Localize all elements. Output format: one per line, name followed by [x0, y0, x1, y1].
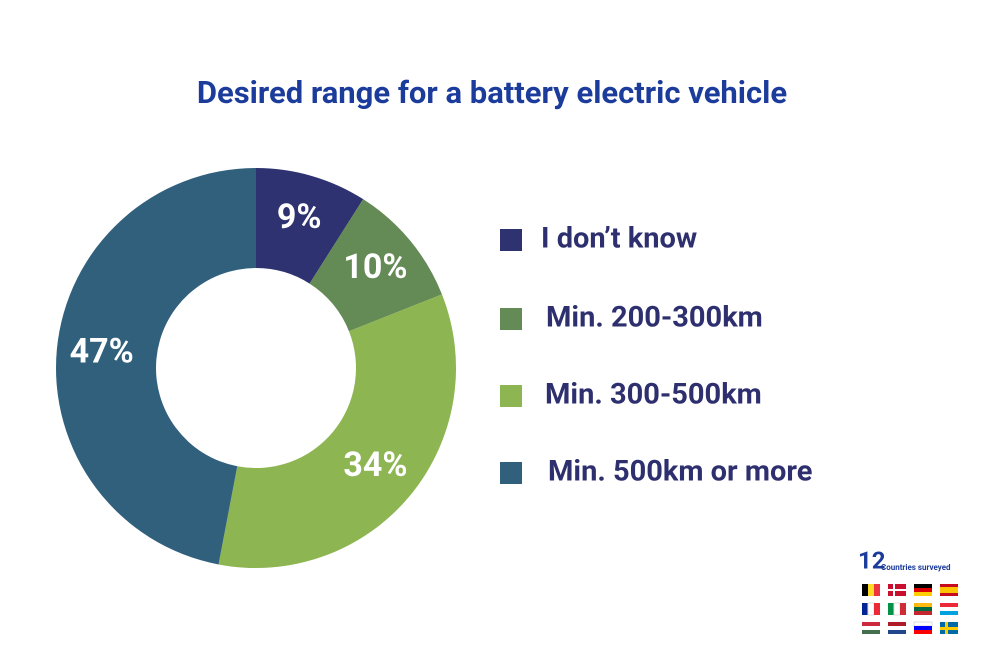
value-label: 10%	[343, 247, 407, 287]
legend-swatch	[500, 385, 522, 407]
countries-text: Countries surveyed	[881, 563, 951, 572]
value-label: 9%	[277, 197, 322, 237]
value-label: 47%	[70, 331, 134, 371]
flags	[862, 584, 958, 634]
slice	[55, 168, 257, 565]
countries-count: 12	[858, 546, 886, 574]
value-label: 34%	[343, 445, 407, 485]
legend-label: Min. 200-300km	[546, 301, 763, 335]
legend-swatch	[500, 462, 522, 484]
legend-label: Min. 300-500km	[545, 378, 762, 412]
legend-label: I don’t know	[541, 222, 697, 256]
chart-title: Desired range for a battery electric veh…	[197, 74, 787, 111]
slice	[218, 294, 456, 568]
slice	[256, 168, 364, 284]
legend-swatch	[500, 229, 522, 251]
slice	[309, 199, 442, 332]
legend-label: Min. 500km or more	[548, 455, 812, 489]
legend-swatch	[500, 308, 522, 330]
